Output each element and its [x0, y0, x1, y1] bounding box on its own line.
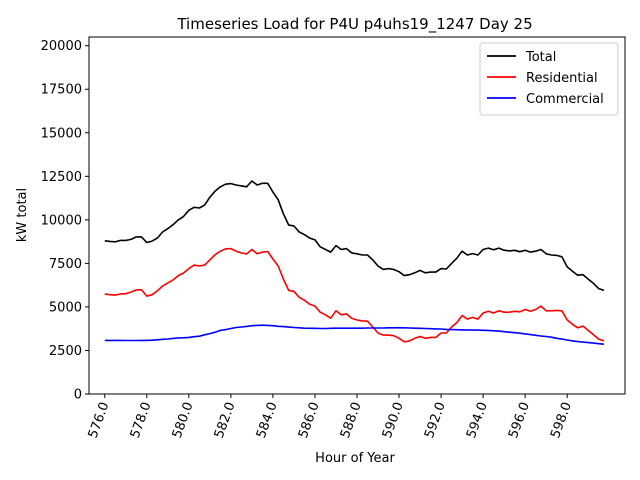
y-axis-title: kW total: [15, 188, 30, 242]
legend-label-total: Total: [525, 50, 556, 65]
y-tick-label: 7500: [49, 257, 82, 272]
y-tick-label: 17500: [41, 83, 82, 98]
y-tick-label: 2500: [49, 344, 82, 359]
series-lines: [104, 180, 605, 345]
y-tick-label: 12500: [41, 170, 82, 185]
y-axis-ticks: 0 2500 5000 7500 10000 12500 15000 17500 20000: [41, 39, 89, 403]
x-axis-title: Hour of Year: [315, 451, 395, 466]
series-line-commercial: [104, 324, 605, 345]
legend-label-commercial: Commercial: [526, 92, 604, 107]
y-tick-label: 0: [74, 388, 82, 403]
y-tick-label: 10000: [41, 213, 82, 228]
y-tick-label: 15000: [41, 126, 82, 141]
legend: Total Residential Commercial: [479, 42, 619, 116]
legend-box: [479, 42, 619, 116]
y-tick-label: 20000: [41, 39, 82, 54]
legend-label-residential: Residential: [526, 71, 598, 86]
y-tick-label: 5000: [49, 300, 82, 315]
series-line-total: [104, 180, 605, 292]
series-line-residential: [104, 247, 605, 343]
chart-title: Timeseries Load for P4U p4uhs19_1247 Day…: [176, 15, 532, 34]
